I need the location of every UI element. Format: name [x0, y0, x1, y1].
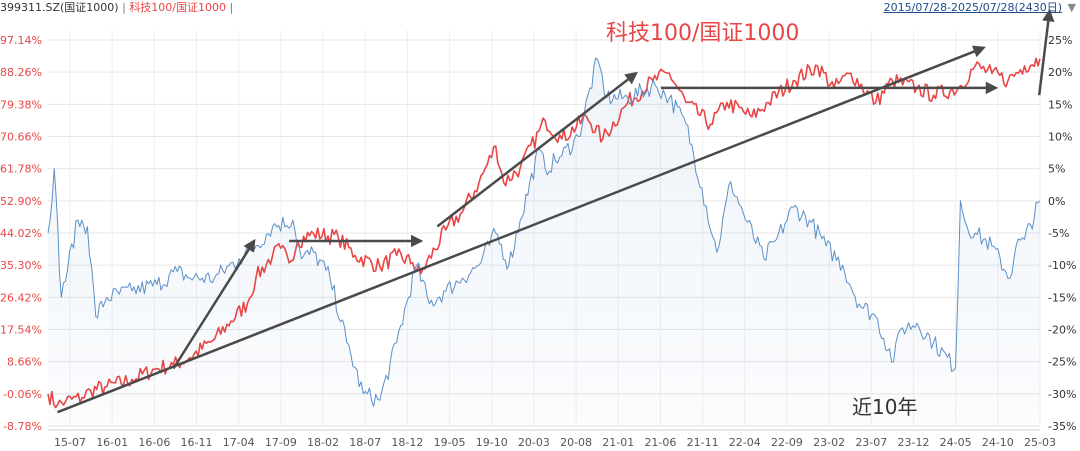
right-axis-tick-label: 0% [1048, 195, 1065, 208]
left-axis-tick-label: -0.06% [3, 388, 42, 401]
x-axis-tick-label: 21-11 [687, 436, 719, 449]
x-axis-tick-label: 16-11 [181, 436, 213, 449]
blue-series-line [47, 57, 1041, 407]
right-axis-tick-label: 25% [1048, 34, 1072, 47]
axis-layer: 97.14% 25% 88.26% 20% 79.38% 15% 70.66% 10% 61.7… [0, 34, 1076, 449]
right-axis-tick-label: -5% [1048, 227, 1069, 240]
right-axis-tick-label: -30% [1048, 388, 1076, 401]
x-axis-tick-label: 18-02 [307, 436, 339, 449]
right-axis-tick-label: -35% [1048, 420, 1076, 433]
x-axis-tick-label: 20-08 [560, 436, 592, 449]
date-range-selector[interactable]: 2015/07/28-2025/07/28(2430日) ▼ [884, 0, 1076, 16]
left-axis-tick-label: -8.78% [3, 420, 42, 433]
right-axis-tick-label: -25% [1048, 356, 1076, 369]
annotation-period: 近10年 [852, 395, 917, 419]
x-axis-tick-label: 23-07 [855, 436, 887, 449]
right-axis-tick-label: 15% [1048, 98, 1072, 111]
trend-arrow [436, 71, 638, 228]
red-series-line [47, 57, 1041, 409]
x-axis-tick-label: 24-10 [982, 436, 1014, 449]
x-axis-tick-label: 16-01 [96, 436, 128, 449]
x-axis-tick-label: 18-07 [349, 436, 381, 449]
left-axis-tick-label: 61.78% [0, 163, 42, 176]
x-axis-tick-label: 21-06 [644, 436, 676, 449]
annotation-title: 科技100/国证1000 [606, 21, 799, 46]
legend-separator: | [122, 1, 126, 14]
trend-arrow [172, 238, 256, 370]
legend-red-series: 科技100/国证1000 [129, 1, 227, 14]
x-axis-tick-label: 15-07 [54, 436, 86, 449]
x-axis-tick-label: 25-03 [1024, 436, 1056, 449]
series-layer [47, 57, 1041, 409]
x-axis-tick-label: 17-09 [265, 436, 297, 449]
x-axis-tick-label: 19-10 [476, 436, 508, 449]
left-axis-tick-label: 88.26% [0, 66, 42, 79]
legend-separator-2: | [229, 1, 234, 14]
x-axis-tick-label: 20-03 [518, 436, 550, 449]
x-axis-tick-label: 17-04 [223, 436, 255, 449]
x-axis-tick-label: 23-02 [813, 436, 845, 449]
trend-arrows [57, 8, 1055, 414]
x-axis-tick-label: 19-05 [434, 436, 466, 449]
blue-area-layer [48, 58, 1040, 426]
blue-series-area [48, 58, 1040, 426]
right-axis-tick-label: 5% [1048, 163, 1065, 176]
left-axis-tick-label: 79.38% [0, 98, 42, 111]
right-axis-tick-label: -15% [1048, 291, 1076, 304]
trend-arrow [1037, 8, 1055, 96]
right-axis-tick-label: 20% [1048, 66, 1072, 79]
x-axis-tick-label: 23-12 [897, 436, 929, 449]
left-axis-tick-label: 35.30% [0, 259, 42, 272]
left-axis-tick-label: 52.90% [0, 195, 42, 208]
left-axis-tick-label: 44.02% [0, 227, 42, 240]
x-axis-tick-label: 16-06 [138, 436, 170, 449]
left-axis-tick-label: 8.66% [7, 356, 42, 369]
right-axis-tick-label: 10% [1048, 131, 1072, 144]
left-axis-tick-label: 97.14% [0, 34, 42, 47]
caret-down-icon[interactable]: ▼ [1067, 1, 1076, 14]
left-axis-tick-label: 17.54% [0, 324, 42, 337]
x-axis-tick-label: 18-12 [391, 436, 423, 449]
chart-legend: 399311.SZ(国证1000) | 科技100/国证1000 | [0, 0, 233, 16]
left-axis-tick-label: 26.42% [0, 291, 42, 304]
x-axis-tick-label: 22-04 [729, 436, 761, 449]
trend-arrow [57, 45, 986, 414]
right-axis-tick-label: -20% [1048, 324, 1076, 337]
x-axis-tick-label: 21-01 [602, 436, 634, 449]
left-axis-tick-label: 70.66% [0, 131, 42, 144]
x-axis-tick-label: 24-05 [940, 436, 972, 449]
legend-blue-series: 399311.SZ(国证1000) [0, 1, 119, 14]
right-axis-tick-label: -10% [1048, 259, 1076, 272]
x-axis-tick-label: 22-09 [771, 436, 803, 449]
date-range-label: 2015/07/28-2025/07/28(2430日) [883, 1, 1063, 14]
